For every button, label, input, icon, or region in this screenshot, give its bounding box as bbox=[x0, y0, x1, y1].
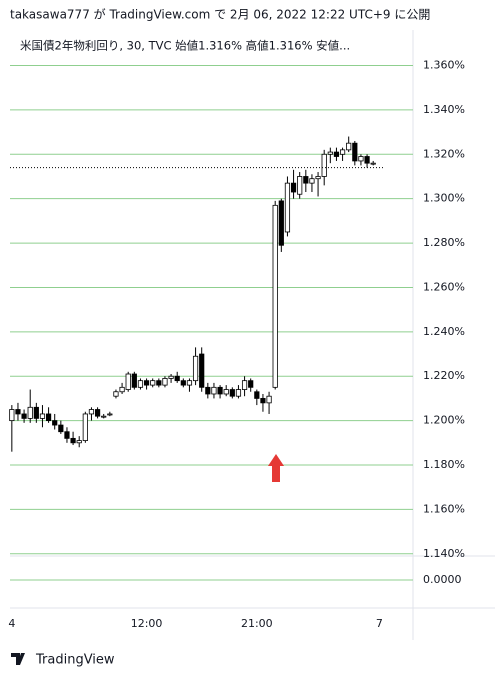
candle-body bbox=[223, 389, 229, 395]
candle-body bbox=[186, 380, 193, 386]
y-tick-label: 1.360% bbox=[423, 59, 465, 72]
candle-body bbox=[21, 413, 27, 419]
candle-body bbox=[101, 415, 107, 418]
candle-body bbox=[278, 200, 284, 246]
candle-body bbox=[156, 380, 162, 386]
y-tick-label: 1.160% bbox=[423, 502, 465, 515]
candle-body bbox=[303, 176, 309, 184]
candle-body bbox=[266, 395, 272, 404]
candle-body bbox=[229, 389, 235, 397]
candle-body bbox=[327, 151, 333, 155]
candle-body bbox=[199, 353, 205, 388]
candle-body bbox=[125, 373, 131, 390]
candle-body bbox=[113, 391, 119, 397]
y-tick-label: 1.300% bbox=[423, 192, 465, 205]
y-tick-label: 1.140% bbox=[423, 547, 465, 560]
candle-body bbox=[15, 409, 21, 415]
candle-body bbox=[358, 156, 364, 162]
candle-body bbox=[370, 162, 376, 165]
candle-body bbox=[352, 142, 358, 162]
candle-body bbox=[248, 380, 254, 388]
candle-body bbox=[9, 409, 15, 422]
candle-body bbox=[241, 380, 248, 390]
y-tick-label: 1.260% bbox=[423, 280, 465, 293]
candle-body bbox=[64, 431, 70, 439]
candle-body bbox=[150, 380, 156, 386]
header: takasawa777 が TradingView.com で 2月 06, 2… bbox=[10, 7, 430, 22]
y-tick-label: 1.280% bbox=[423, 236, 465, 249]
candle-body bbox=[315, 176, 321, 180]
candle-body bbox=[76, 440, 82, 444]
candle-body bbox=[254, 391, 260, 399]
candle-body bbox=[180, 380, 186, 386]
candle-body bbox=[284, 182, 291, 233]
candle-body bbox=[52, 420, 58, 426]
x-tick-label: 7 bbox=[376, 617, 383, 630]
candle-body bbox=[131, 373, 137, 388]
candle-body bbox=[88, 409, 95, 415]
candle-body bbox=[27, 406, 33, 419]
candle-body bbox=[297, 176, 303, 195]
candle-body bbox=[70, 437, 76, 444]
candle-body bbox=[272, 204, 278, 388]
candle-body bbox=[174, 375, 180, 382]
candle-body bbox=[260, 398, 266, 404]
candle-body bbox=[162, 378, 168, 386]
x-tick-label: 21:00 bbox=[241, 617, 273, 630]
legend: 米国債2年物利回り, 30, TVC 始値1.316% 高値1.316% 安値.… bbox=[20, 39, 350, 53]
y-tick-label: 1.180% bbox=[423, 458, 465, 471]
y-tick-label: 0.0000 bbox=[423, 573, 462, 586]
candle-body bbox=[339, 149, 346, 155]
x-tick-label: 4 bbox=[8, 617, 15, 630]
candle-body bbox=[58, 424, 64, 433]
y-tick-label: 1.340% bbox=[423, 103, 465, 116]
y-tick-label: 1.220% bbox=[423, 369, 465, 382]
candle-body bbox=[107, 413, 113, 416]
candle-body bbox=[137, 380, 144, 388]
candle-body bbox=[290, 182, 297, 193]
y-tick-label: 1.200% bbox=[423, 414, 465, 427]
candle-body bbox=[235, 389, 242, 397]
candle-body bbox=[168, 375, 174, 379]
arrow bbox=[268, 454, 284, 482]
x-tick-label: 12:00 bbox=[131, 617, 163, 630]
candle-body bbox=[346, 142, 352, 151]
footer: TradingView bbox=[35, 653, 115, 668]
candle-body bbox=[309, 178, 315, 184]
candle-body bbox=[211, 386, 217, 395]
candle-body bbox=[217, 386, 223, 395]
candle-body bbox=[82, 413, 88, 441]
candle-body bbox=[33, 406, 39, 419]
logo bbox=[11, 653, 25, 665]
candle-body bbox=[119, 386, 125, 393]
y-tick-label: 1.320% bbox=[423, 147, 465, 160]
candle-body bbox=[39, 413, 46, 419]
candle-body bbox=[333, 151, 340, 157]
candle-body bbox=[205, 386, 211, 395]
y-tick-label: 1.240% bbox=[423, 325, 465, 338]
candle-body bbox=[192, 355, 199, 382]
candle-body bbox=[364, 156, 370, 164]
plot bbox=[9, 65, 413, 581]
candle-body bbox=[45, 413, 52, 422]
candle-body bbox=[321, 153, 327, 177]
candle-body bbox=[94, 409, 101, 417]
candle-body bbox=[143, 380, 150, 386]
